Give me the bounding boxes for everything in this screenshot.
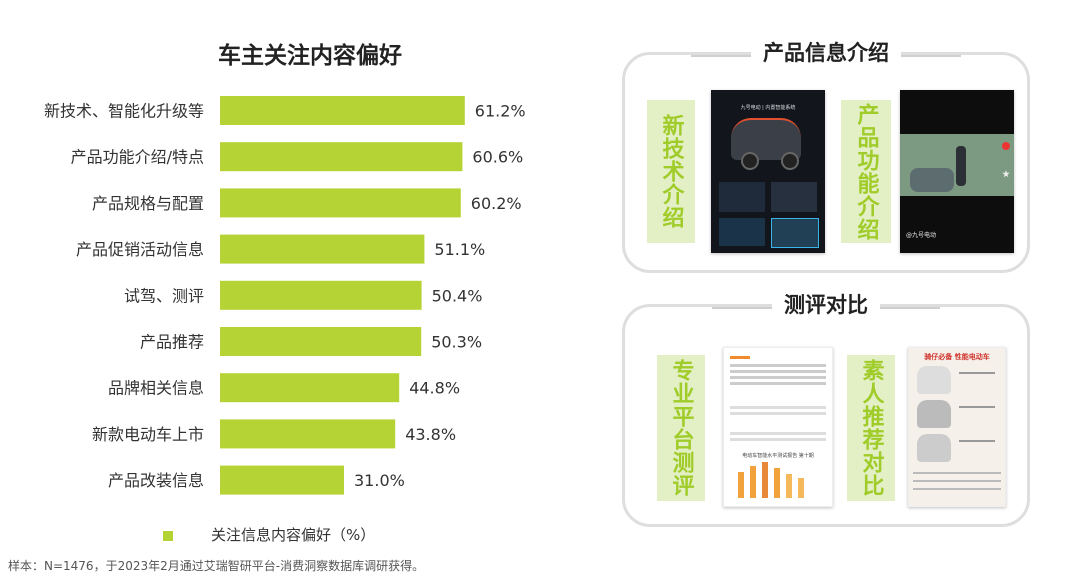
- category-label: 新技术、智能化升级等: [44, 102, 204, 121]
- review-title: 测评对比: [625, 289, 1027, 319]
- label-new-tech: 新技术介绍: [647, 100, 695, 243]
- label-user-compare: 素人推荐对比: [847, 355, 895, 501]
- like-icon[interactable]: [1002, 142, 1010, 150]
- category-label: 新款电动车上市: [92, 425, 204, 444]
- scooter-image: [731, 118, 801, 160]
- value-label: 61.2%: [475, 102, 526, 121]
- value-label: 60.2%: [471, 194, 522, 213]
- tech-thumb-title: 九号电动 | 内置智能系统: [740, 105, 796, 111]
- value-label: 44.8%: [409, 379, 460, 398]
- category-label: 产品促销活动信息: [76, 240, 204, 259]
- label-pro-review: 专业平台测评: [657, 355, 705, 501]
- value-label: 50.4%: [432, 286, 483, 305]
- category-label: 产品改装信息: [108, 471, 204, 490]
- bar-chart: 新技术、智能化升级等 61.2% 产品功能介绍/特点 60.6% 产品规格与配置 60.2…: [44, 96, 526, 495]
- legend-swatch: [163, 530, 173, 541]
- bar: [220, 465, 344, 495]
- value-label: 50.3%: [431, 333, 482, 352]
- label-product-function: 产品功能介绍: [841, 100, 891, 243]
- chart-legend: 关注信息内容偏好（%）: [163, 524, 375, 545]
- bar: [220, 96, 465, 125]
- bar: [220, 373, 400, 403]
- bar: [220, 188, 461, 218]
- category-label: 产品推荐: [140, 333, 204, 352]
- value-label: 43.8%: [405, 425, 456, 444]
- star-icon[interactable]: [1002, 170, 1010, 178]
- category-label: 产品功能介绍/特点: [71, 148, 204, 167]
- user-compare-thumbnail[interactable]: 骑仔必备 性能电动车: [908, 347, 1006, 507]
- value-label: 60.6%: [472, 148, 523, 167]
- bar: [220, 142, 463, 172]
- category-label: 试驾、测评: [124, 286, 204, 305]
- category-label: 产品规格与配置: [92, 194, 204, 213]
- category-label: 品牌相关信息: [108, 379, 204, 398]
- footnote: 样本：N=1476，于2023年2月通过艾瑞智研平台-消费洞察数据库调研获得。: [8, 559, 425, 573]
- value-label: 51.1%: [434, 240, 485, 259]
- product-info-panel: 产品信息介绍 新技术介绍 九号电动 | 内置智能系统 产品功能介绍 @九号电动: [622, 41, 1030, 273]
- doc-title: 电动车智能水平测试报告 第十期: [742, 453, 814, 459]
- bar: [220, 280, 422, 310]
- product-info-title: 产品信息介绍: [625, 37, 1027, 67]
- legend-label: 关注信息内容偏好（%）: [211, 526, 376, 544]
- pro-review-thumbnail[interactable]: 电动车智能水平测试报告 第十期: [723, 347, 833, 507]
- value-label: 31.0%: [354, 471, 405, 490]
- product-video-thumbnail[interactable]: @九号电动: [900, 90, 1014, 253]
- review-panel: 测评对比 专业平台测评 电动车智能水平测试报告 第十期 素人推荐对比 骑仔必备 …: [622, 293, 1030, 527]
- poster-title: 骑仔必备 性能电动车: [924, 353, 990, 361]
- chart-title: 车主关注内容偏好: [218, 43, 402, 69]
- tech-intro-thumbnail[interactable]: 九号电动 | 内置智能系统: [711, 90, 825, 253]
- bar: [220, 234, 425, 264]
- review-title-text: 测评对比: [772, 293, 880, 317]
- bar: [220, 419, 396, 449]
- video-caption: @九号电动: [906, 232, 937, 239]
- product-info-title-text: 产品信息介绍: [751, 41, 901, 65]
- bar: [220, 327, 422, 356]
